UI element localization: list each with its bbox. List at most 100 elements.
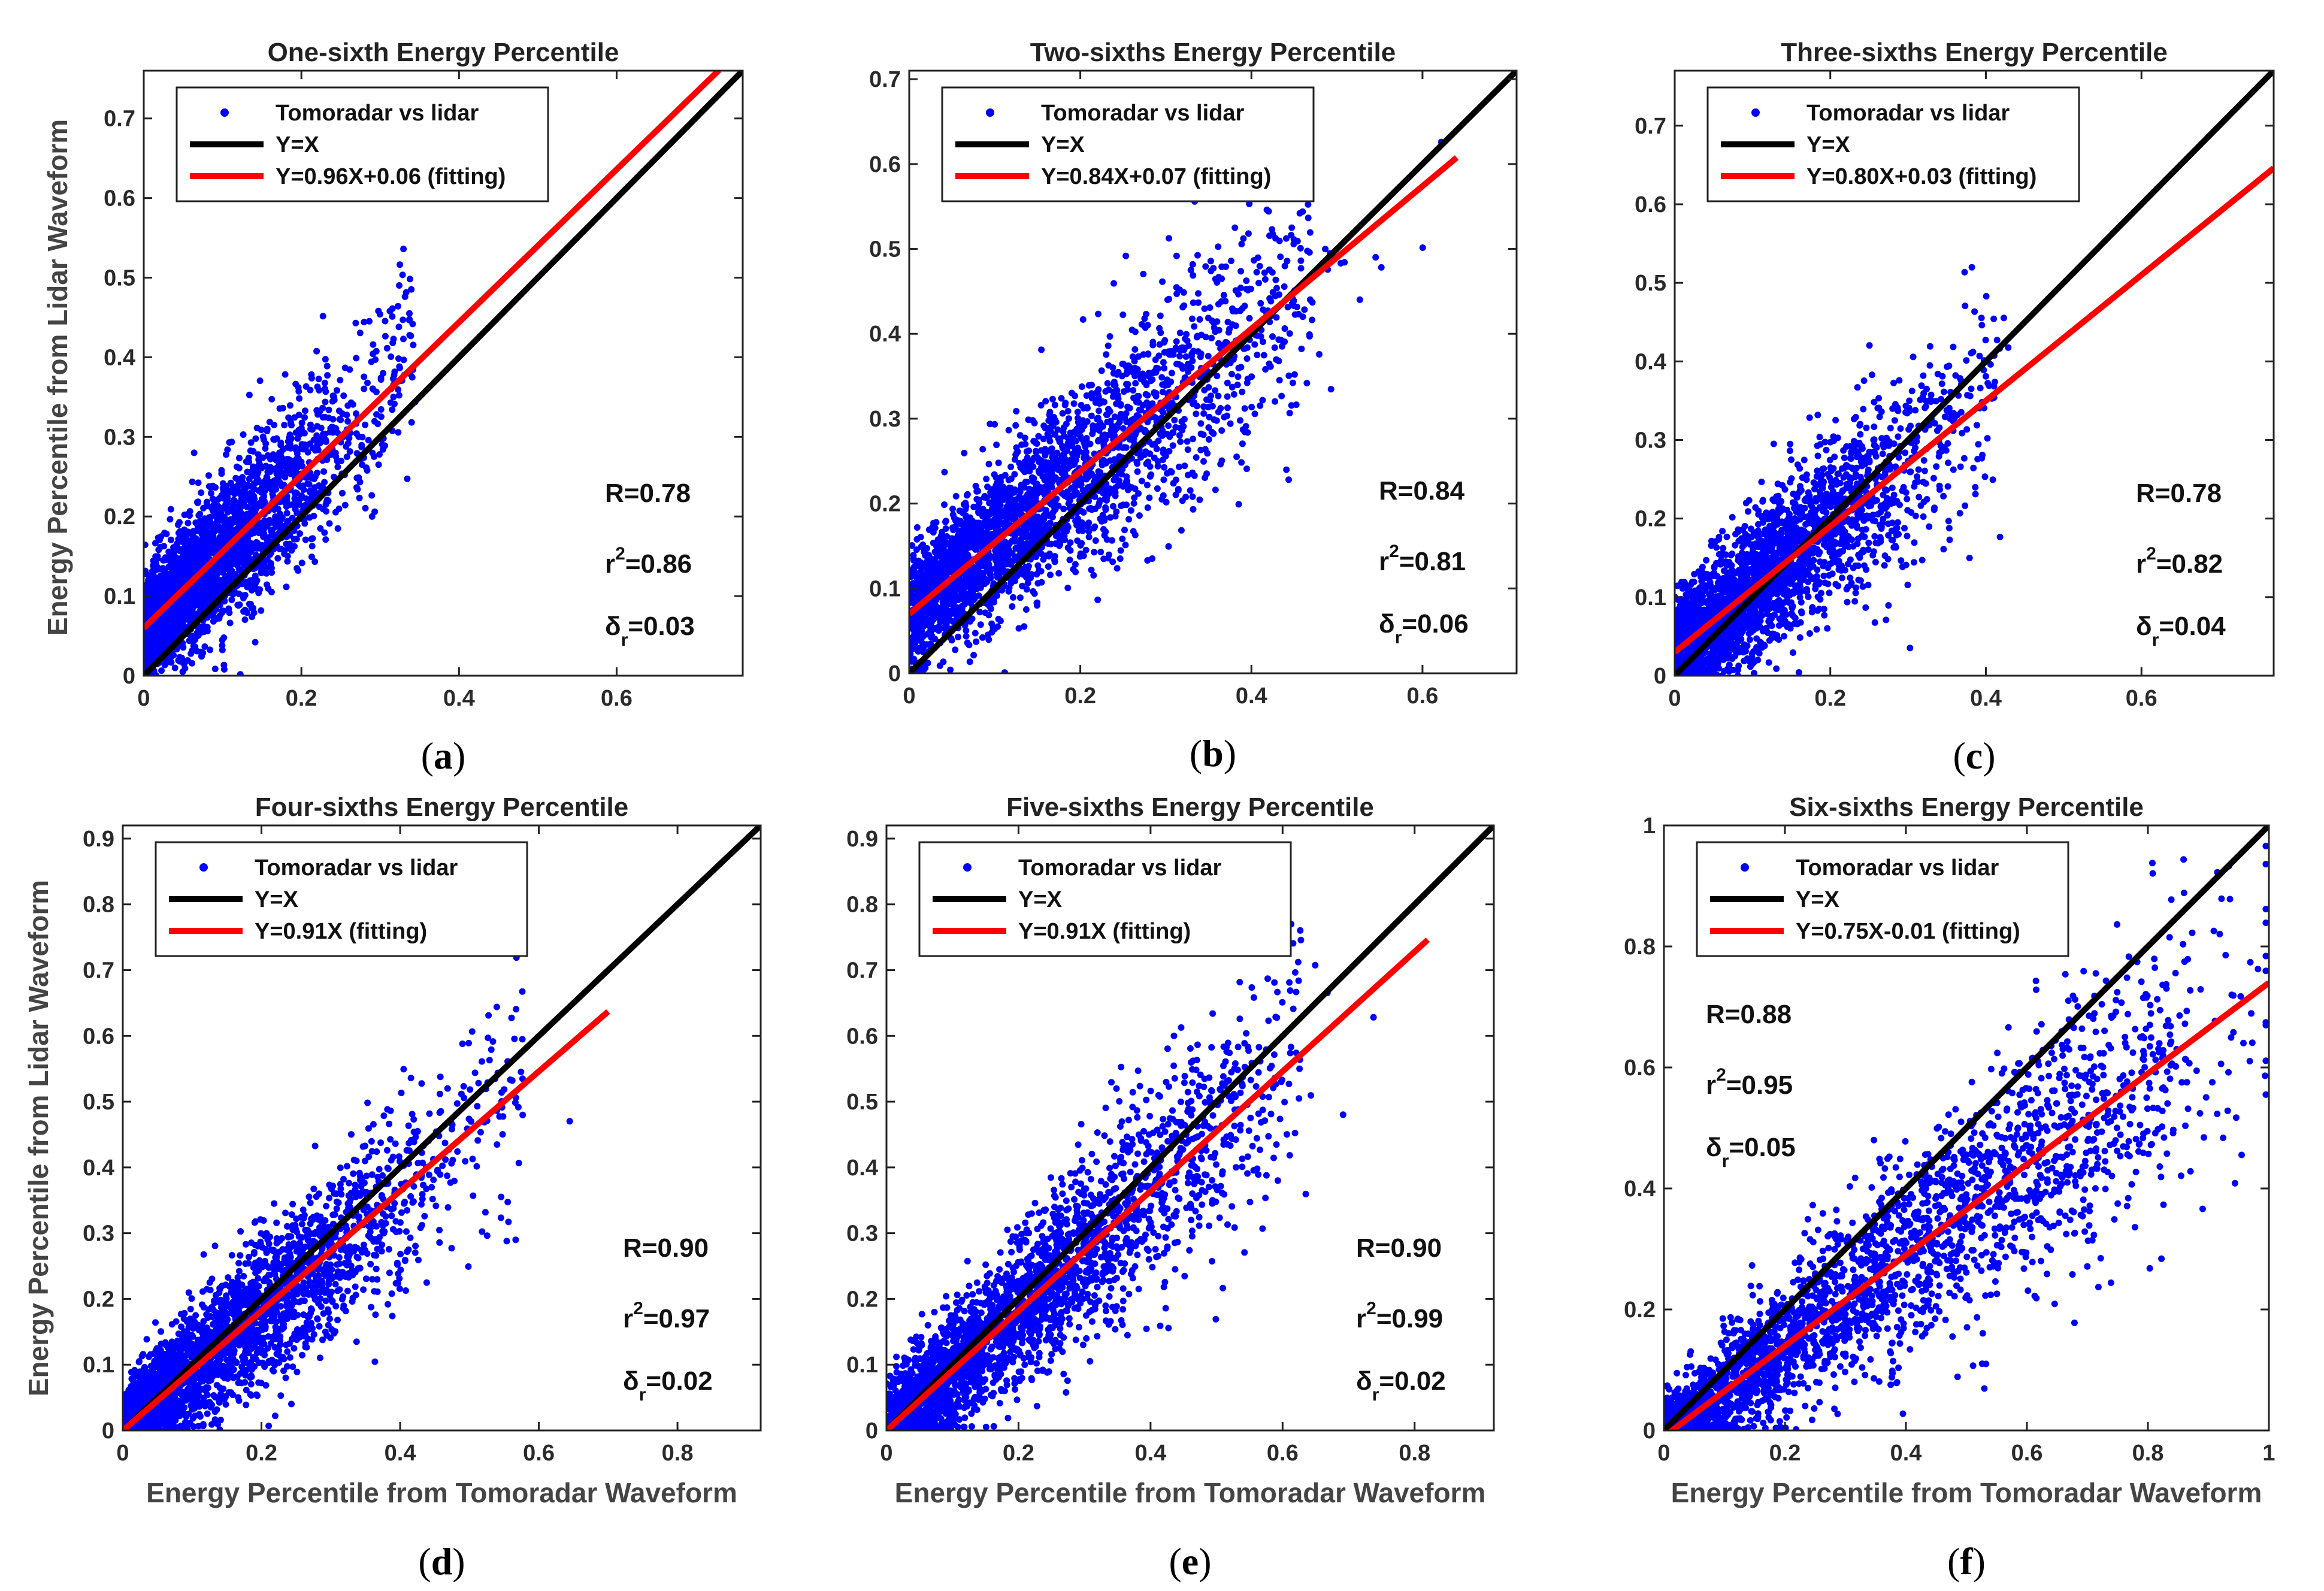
scatter-point xyxy=(227,559,234,566)
scatter-point xyxy=(210,576,216,583)
scatter-point xyxy=(264,425,271,432)
scatter-point xyxy=(944,568,951,576)
scatter-point xyxy=(195,598,202,605)
scatter-point xyxy=(1130,500,1137,507)
scatter-point xyxy=(284,558,291,565)
scatter-point xyxy=(1211,319,1218,326)
scatter-point xyxy=(170,584,177,591)
y-tick-label: 0.3 xyxy=(104,425,135,450)
scatter-point xyxy=(1227,359,1234,367)
scatter-point xyxy=(910,645,917,652)
scatter-point xyxy=(1238,459,1245,466)
scatter-point xyxy=(1309,316,1316,323)
scatter-point xyxy=(1273,285,1280,292)
scatter-point xyxy=(1081,454,1088,461)
scatter-point xyxy=(1141,379,1148,386)
scatter-point xyxy=(1051,558,1058,565)
scatter-point xyxy=(334,464,341,470)
scatter-point xyxy=(173,561,180,568)
scatter-point xyxy=(173,569,180,576)
scatter-point xyxy=(228,438,235,446)
scatter-point xyxy=(322,536,329,543)
scatter-point xyxy=(167,628,174,635)
scatter-point xyxy=(1181,462,1188,470)
scatter-point xyxy=(308,543,316,550)
scatter-point xyxy=(941,501,948,508)
scatter-point xyxy=(1037,402,1045,409)
scatter-point xyxy=(144,603,150,610)
scatter-point xyxy=(1095,502,1102,509)
scatter-point xyxy=(178,600,185,607)
scatter-point xyxy=(1237,285,1244,292)
scatter-point xyxy=(1154,485,1161,492)
scatter-point xyxy=(979,634,986,641)
scatter-point xyxy=(234,554,241,561)
scatter-point xyxy=(390,394,397,401)
scatter-point xyxy=(1021,623,1028,630)
scatter-point xyxy=(155,534,162,542)
scatter-point xyxy=(1316,351,1323,358)
scatter-point xyxy=(995,459,1002,467)
scatter-point xyxy=(1094,596,1102,603)
scatter-point xyxy=(253,544,260,551)
scatter-point xyxy=(1056,536,1063,543)
scatter-point xyxy=(230,497,237,504)
scatter-point xyxy=(197,543,204,550)
scatter-point xyxy=(969,615,976,622)
scatter-point xyxy=(1309,299,1316,306)
scatter-point xyxy=(237,671,244,676)
scatter-point xyxy=(1173,252,1180,259)
scatter-point xyxy=(249,613,256,621)
scatter-point xyxy=(1012,422,1019,429)
scatter-point xyxy=(1024,479,1031,485)
scatter-point xyxy=(1194,252,1201,259)
scatter-point xyxy=(283,583,290,591)
scatter-point xyxy=(1115,395,1122,403)
scatter-point xyxy=(1187,487,1194,494)
scatter-point xyxy=(1145,370,1152,377)
scatter-point xyxy=(190,449,198,456)
scatter-point xyxy=(266,518,273,525)
scatter-point xyxy=(1177,425,1184,432)
scatter-point xyxy=(331,393,337,400)
scatter-point xyxy=(1276,237,1283,244)
y-tick-label: 0.2 xyxy=(104,504,135,530)
scatter-point xyxy=(264,468,271,476)
scatter-point xyxy=(179,668,186,675)
scatter-point xyxy=(1109,393,1116,400)
scatter-point xyxy=(935,547,942,554)
scatter-point xyxy=(1208,334,1215,341)
scatter-point xyxy=(1136,406,1143,413)
scatter-point xyxy=(1259,397,1266,404)
scatter-point xyxy=(166,591,173,598)
scatter-point xyxy=(152,576,159,583)
scatter-point xyxy=(1145,458,1152,465)
scatter-point xyxy=(1234,382,1241,388)
scatter-point xyxy=(370,341,377,348)
scatter-point xyxy=(1013,408,1020,415)
scatter-point xyxy=(404,475,411,482)
scatter-point xyxy=(1060,506,1067,513)
scatter-point xyxy=(1246,285,1253,292)
scatter-point xyxy=(1073,429,1080,437)
scatter-point xyxy=(1149,376,1156,383)
scatter-point xyxy=(377,406,385,413)
scatter-point xyxy=(212,484,219,491)
scatter-point xyxy=(909,625,915,632)
scatter-point xyxy=(1084,404,1091,411)
scatter-point xyxy=(287,419,294,426)
scatter-point xyxy=(159,582,167,589)
scatter-point xyxy=(981,494,988,501)
scatter-point xyxy=(1197,420,1205,427)
scatter-point xyxy=(226,619,234,627)
scatter-point xyxy=(293,536,300,543)
scatter-point xyxy=(1095,394,1102,401)
scatter-point xyxy=(979,446,987,453)
scatter-point xyxy=(168,616,175,623)
scatter-point xyxy=(994,480,1000,487)
scatter-point xyxy=(949,506,956,513)
scatter-point xyxy=(271,422,278,428)
scatter-point xyxy=(1015,625,1022,632)
scatter-point xyxy=(359,461,365,468)
